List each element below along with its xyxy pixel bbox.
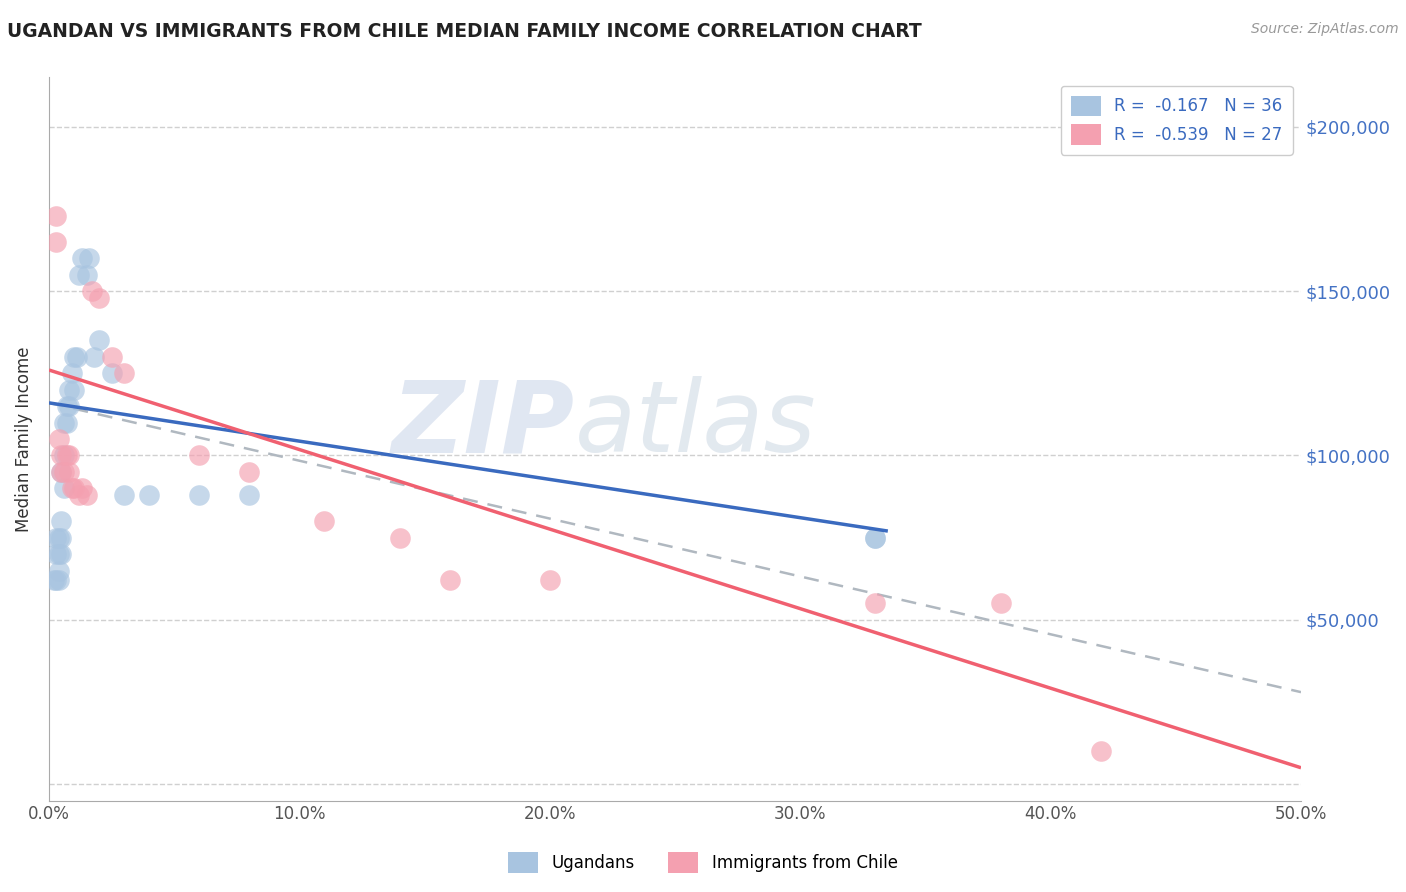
Point [45,574,67,588]
Point [63,383,86,397]
Legend: R =  -0.167   N = 36, R =  -0.539   N = 27: R = -0.167 N = 36, R = -0.539 N = 27 [1062,86,1292,155]
Point [48,432,70,446]
Point [87,291,110,305]
Point [865,531,887,545]
Point [112,488,135,502]
Point [55,449,77,463]
Point [58,383,80,397]
Point [865,596,887,610]
Point [53,481,76,495]
Point [53,449,76,463]
Point [51,514,73,528]
Point [63,350,86,364]
Text: atlas: atlas [575,376,817,473]
Point [51,465,73,479]
Y-axis label: Median Family Income: Median Family Income [15,346,32,532]
Point [45,209,67,223]
Point [70,252,93,266]
Point [48,574,70,588]
Text: ZIP: ZIP [392,376,575,473]
Point [1090,744,1112,758]
Point [48,531,70,545]
Point [45,547,67,561]
Point [238,465,260,479]
Point [48,564,70,578]
Point [58,465,80,479]
Point [51,449,73,463]
Point [188,449,211,463]
Point [58,449,80,463]
Point [70,481,93,495]
Point [48,547,70,561]
Point [45,235,67,249]
Point [439,574,461,588]
Text: Source: ZipAtlas.com: Source: ZipAtlas.com [1251,22,1399,37]
Point [67,268,90,282]
Point [77,252,100,266]
Point [388,531,411,545]
Point [87,334,110,348]
Point [76,268,98,282]
Point [51,531,73,545]
Point [865,531,887,545]
Point [100,366,122,380]
Point [45,531,67,545]
Point [51,547,73,561]
Point [60,366,83,380]
Point [83,350,105,364]
Point [238,488,260,502]
Point [51,465,73,479]
Legend: Ugandans, Immigrants from Chile: Ugandans, Immigrants from Chile [502,846,904,880]
Point [42,574,65,588]
Point [100,350,122,364]
Point [53,465,76,479]
Point [990,596,1012,610]
Point [67,488,90,502]
Point [58,399,80,413]
Point [314,514,336,528]
Text: UGANDAN VS IMMIGRANTS FROM CHILE MEDIAN FAMILY INCOME CORRELATION CHART: UGANDAN VS IMMIGRANTS FROM CHILE MEDIAN … [7,22,922,41]
Point [188,488,211,502]
Point [55,399,77,413]
Point [80,284,103,298]
Point [53,416,76,430]
Point [538,574,561,588]
Point [112,366,135,380]
Point [138,488,160,502]
Point [63,481,86,495]
Point [55,416,77,430]
Point [65,350,87,364]
Point [60,481,83,495]
Point [76,488,98,502]
